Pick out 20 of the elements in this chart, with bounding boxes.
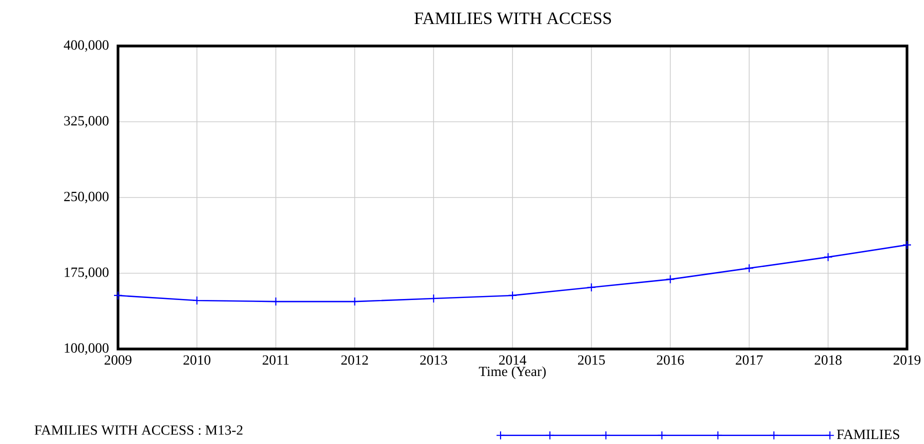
y-tick-label: 325,000 xyxy=(64,116,109,128)
x-tick-label: 2018 xyxy=(814,355,842,365)
x-tick-label: 2010 xyxy=(184,355,210,365)
x-tick-label: 2016 xyxy=(656,355,684,365)
y-tick-label: 250,000 xyxy=(64,192,109,204)
x-tick-label: 2015 xyxy=(578,355,605,365)
x-tick-label: 2013 xyxy=(420,355,448,365)
x-axis-title: Time (Year) xyxy=(478,366,546,379)
x-tick-label: 2011 xyxy=(262,355,289,365)
y-tick-label: 100,000 xyxy=(64,343,109,355)
text: FAMILIES WITH ACCESS : M13-2 xyxy=(34,425,242,435)
x-tick-label: 2014 xyxy=(499,355,526,365)
legend-label: FAMILIES xyxy=(836,430,900,440)
x-tick-label: 2009 xyxy=(104,355,132,365)
y-tick-label: 175,000 xyxy=(64,268,109,279)
x-tick-label: 2017 xyxy=(736,355,763,365)
chart-title: FAMILIES WITH ACCESS xyxy=(414,12,611,24)
x-tick-label: 2012 xyxy=(341,355,368,365)
y-tick-label: 400,000 xyxy=(64,40,109,52)
x-tick-label: 2019 xyxy=(894,355,920,365)
